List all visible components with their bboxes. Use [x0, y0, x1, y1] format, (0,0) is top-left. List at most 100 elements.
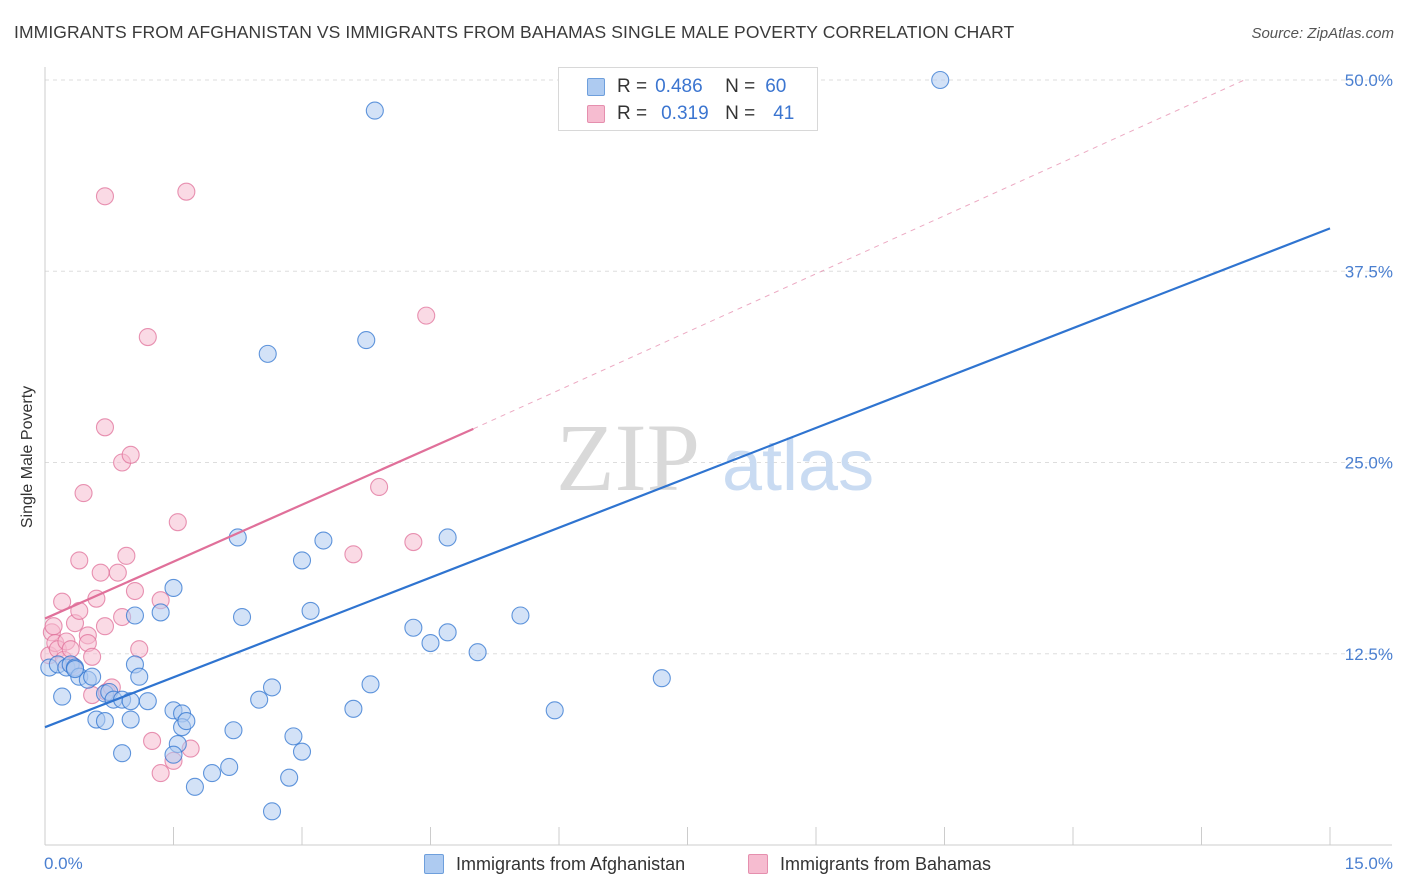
bahamas-trend-line — [44, 427, 474, 620]
afghanistan-point — [511, 606, 530, 625]
bahamas-trend-extension — [473, 79, 1245, 430]
afghanistan-point — [438, 623, 457, 642]
afghanistan-point — [357, 331, 376, 350]
afghanistan-point — [361, 675, 380, 694]
legend-r-label: R = — [617, 103, 648, 124]
bahamas-point — [151, 764, 170, 783]
watermark-zip: ZIP — [556, 404, 700, 511]
x-tick-label: 15.0% — [1345, 854, 1393, 873]
afghanistan-point — [220, 757, 239, 777]
y-tick-label: 37.5% — [1345, 262, 1393, 281]
afghanistan-point — [468, 643, 487, 662]
afghanistan-point — [438, 528, 457, 547]
afghanistan-point — [404, 618, 423, 637]
afghanistan-point — [232, 607, 252, 627]
afghanistan-trend-line — [44, 227, 1331, 729]
bahamas-point — [108, 563, 127, 582]
grid-lines — [45, 79, 1392, 655]
watermark-atlas: atlas — [722, 426, 874, 506]
bottom-legend-bahamas: Immigrants from Bahamas — [748, 851, 991, 877]
bahamas-point — [143, 731, 162, 751]
axes — [44, 67, 1392, 846]
tick-labels: 12.5% 25.0% 37.5% 50.0% 0.0% 15.0% — [44, 71, 1393, 873]
afghanistan-point — [292, 742, 312, 761]
bahamas-point — [344, 545, 363, 564]
bahamas-point — [70, 551, 89, 570]
bahamas-point — [91, 563, 110, 582]
y-tick-label: 12.5% — [1345, 645, 1393, 664]
afghanistan-point — [203, 764, 222, 783]
trend-lines — [44, 79, 1331, 729]
afghanistan-point — [125, 606, 144, 625]
afghanistan-point — [545, 701, 564, 720]
afghanistan-point — [177, 712, 196, 731]
bahamas-point — [117, 546, 136, 565]
bottom-legend-swatch-bahamas — [748, 854, 768, 874]
bahamas-point — [95, 418, 115, 437]
bahamas-point — [125, 581, 144, 601]
bahamas-point — [417, 306, 436, 325]
afghanistan-point — [292, 551, 312, 570]
legend-swatch-bahamas — [587, 105, 605, 123]
x-tick-label: 0.0% — [44, 854, 83, 873]
bottom-legend-label-bahamas: Immigrants from Bahamas — [780, 853, 992, 874]
afghanistan-point — [121, 710, 140, 729]
afghanistan-point — [151, 603, 170, 622]
afghanistan-point — [301, 601, 320, 620]
afghanistan-point — [164, 745, 183, 764]
afghanistan-point — [95, 712, 115, 731]
legend-r-value: 0.319 — [661, 103, 709, 124]
afghanistan-point — [421, 633, 440, 653]
legend-swatch-afghanistan — [587, 78, 605, 96]
bahamas-point — [95, 187, 115, 206]
legend-r-label: R = — [617, 76, 648, 97]
watermark: ZIP atlas — [556, 404, 874, 511]
afghanistan-point — [83, 667, 102, 686]
bahamas-point — [121, 445, 140, 464]
afghanistan-point — [138, 692, 157, 711]
bottom-legend-swatch-afghanistan — [424, 854, 444, 874]
legend-n-label: N = — [725, 103, 756, 124]
bottom-legend-afghanistan: Immigrants from Afghanistan — [424, 851, 685, 877]
afghanistan-point — [164, 578, 183, 598]
legend-n-value: 41 — [773, 103, 795, 124]
legend-r-value: 0.486 — [655, 76, 703, 97]
afghanistan-point — [185, 777, 204, 796]
source-label: Source: ZipAtlas.com — [1251, 25, 1394, 42]
y-tick-label: 50.0% — [1345, 71, 1393, 90]
afghanistan-point — [280, 768, 299, 787]
y-tick-label: 25.0% — [1345, 454, 1393, 473]
afghanistan-point — [224, 721, 243, 740]
afghanistan-point — [250, 690, 269, 709]
afghanistan-point — [130, 667, 149, 686]
afghanistan-point — [284, 727, 303, 746]
bahamas-point — [404, 533, 423, 552]
bahamas-point — [95, 617, 115, 636]
bahamas-point — [130, 640, 149, 659]
bahamas-point — [177, 182, 196, 201]
bahamas-point — [44, 617, 63, 636]
legend-n-value: 60 — [765, 76, 787, 97]
legend-n-label: N = — [725, 76, 756, 97]
bahamas-point — [83, 647, 102, 666]
afghanistan-point — [113, 744, 132, 763]
afghanistan-point — [262, 802, 282, 821]
afghanistan-point — [314, 531, 333, 550]
bahamas-point — [168, 513, 187, 532]
chart-title: IMMIGRANTS FROM AFGHANISTAN VS IMMIGRANT… — [14, 22, 1015, 42]
afghanistan-point — [344, 699, 363, 718]
bahamas-point — [138, 327, 157, 347]
afghanistan-point — [652, 669, 671, 688]
afghanistan-point — [262, 678, 282, 697]
legend-row-bahamas: R = 0.319 N = 41 — [587, 101, 794, 127]
afghanistan-point — [365, 101, 384, 120]
legend-row-afghanistan: R = 0.486 N = 60 — [587, 74, 786, 100]
legend: R = 0.486 N = 60 R = 0.319 N = 41 — [558, 67, 818, 131]
afghanistan-point — [258, 344, 277, 363]
afghanistan-point — [931, 70, 950, 90]
bottom-legend-label-afghanistan: Immigrants from Afghanistan — [456, 853, 686, 874]
bahamas-point — [74, 484, 93, 503]
bahamas-point — [370, 477, 389, 497]
afghanistan-point — [65, 659, 85, 679]
